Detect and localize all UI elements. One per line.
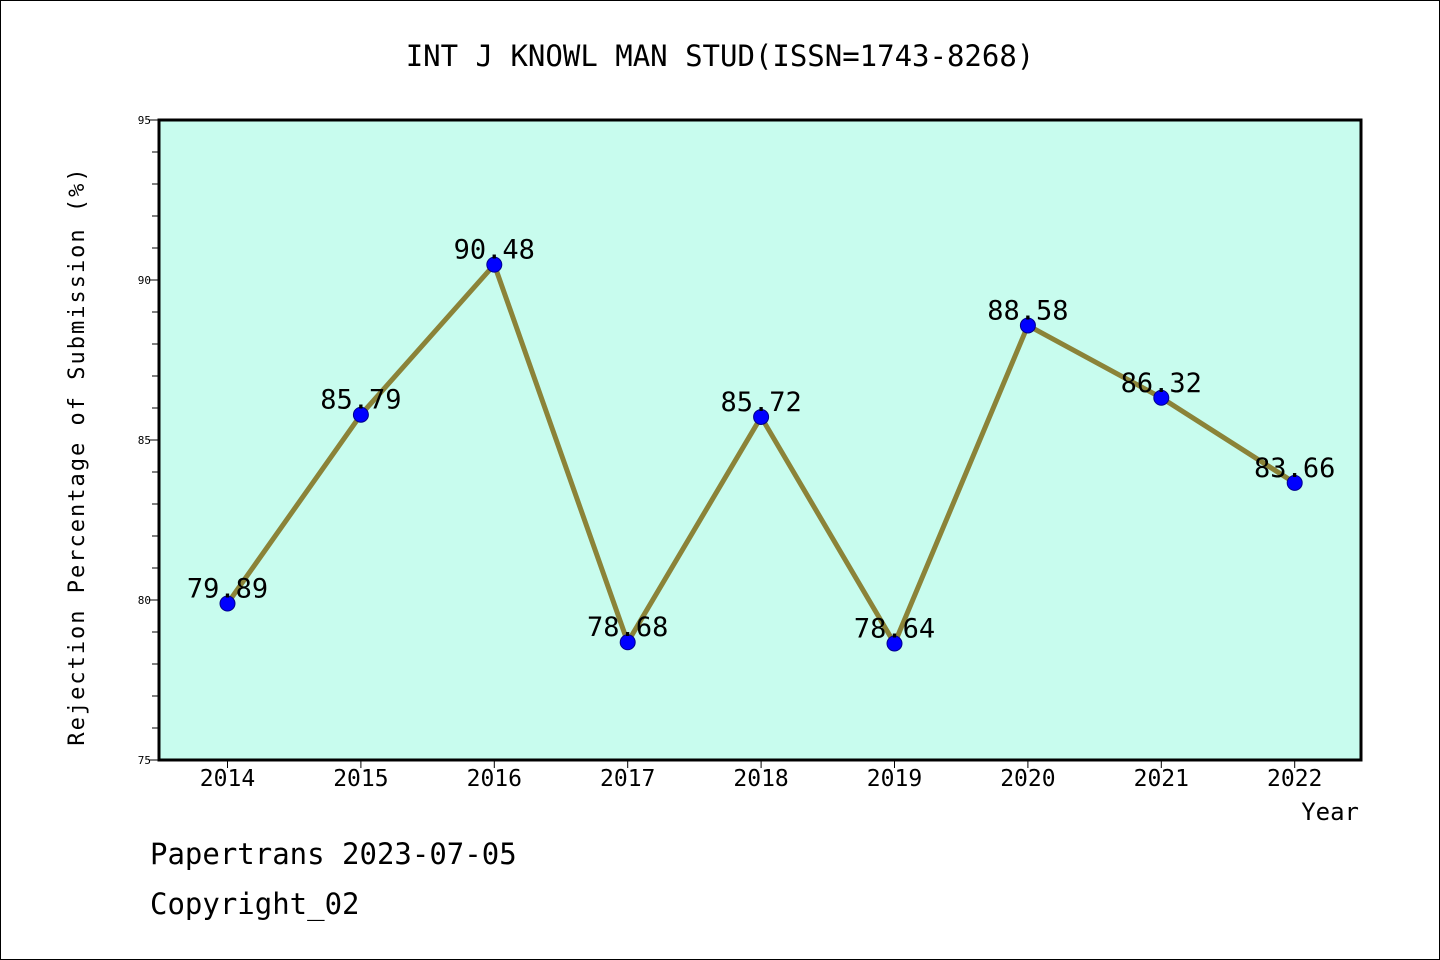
x-tick-label: 2016	[467, 766, 522, 792]
data-point	[886, 635, 903, 652]
y-tick-label: 75	[138, 754, 151, 767]
data-point	[486, 256, 503, 273]
data-label: 85.72	[720, 387, 801, 418]
x-tick-label: 2014	[200, 766, 255, 792]
data-point	[619, 634, 636, 651]
chart-title: INT J KNOWL MAN STUD(ISSN=1743-8268)	[406, 39, 1035, 73]
y-tick-label: 85	[138, 434, 151, 447]
y-axis-label: Rejection Percentage of Submission (%)	[65, 166, 90, 745]
data-labels: 79.89 85.79 90.48 78.68 85.72 78.64 88.58 86.32…	[187, 235, 1335, 645]
data-label: 79.89	[187, 574, 268, 605]
data-label: 85.79	[320, 385, 401, 416]
y-axis-ticks: 75 80 85 90 95	[138, 114, 159, 767]
x-axis-ticks: 2014 2015 2016 2017 2018 2019 2020 2021 2022	[200, 760, 1322, 792]
x-tick-label: 2022	[1267, 766, 1322, 792]
x-tick-label: 2019	[867, 766, 922, 792]
footer-copyright: Copyright_02	[150, 887, 360, 922]
x-tick-label: 2020	[1000, 766, 1055, 792]
x-axis-label: Year	[1301, 798, 1359, 826]
data-point	[352, 406, 369, 423]
footer-date: Papertrans 2023-07-05	[150, 837, 517, 871]
data-label: 83.66	[1254, 453, 1335, 484]
x-tick-label: 2015	[333, 766, 388, 792]
data-label: 78.68	[587, 612, 668, 643]
data-label: 86.32	[1121, 368, 1202, 399]
data-point	[219, 595, 236, 612]
y-tick-label: 80	[138, 594, 151, 607]
x-tick-label: 2021	[1134, 766, 1189, 792]
data-label: 88.58	[987, 295, 1068, 326]
y-tick-label: 95	[138, 114, 151, 127]
data-label: 78.64	[854, 614, 935, 645]
x-tick-label: 2018	[733, 766, 788, 792]
y-tick-label: 90	[138, 274, 151, 287]
plot-area	[157, 118, 1363, 762]
data-point	[1153, 389, 1170, 406]
data-label: 90.48	[454, 235, 535, 266]
data-point	[1019, 317, 1036, 334]
x-tick-label: 2017	[600, 766, 655, 792]
data-point	[1286, 474, 1303, 491]
series-layer	[219, 256, 1303, 652]
data-point	[753, 408, 770, 425]
